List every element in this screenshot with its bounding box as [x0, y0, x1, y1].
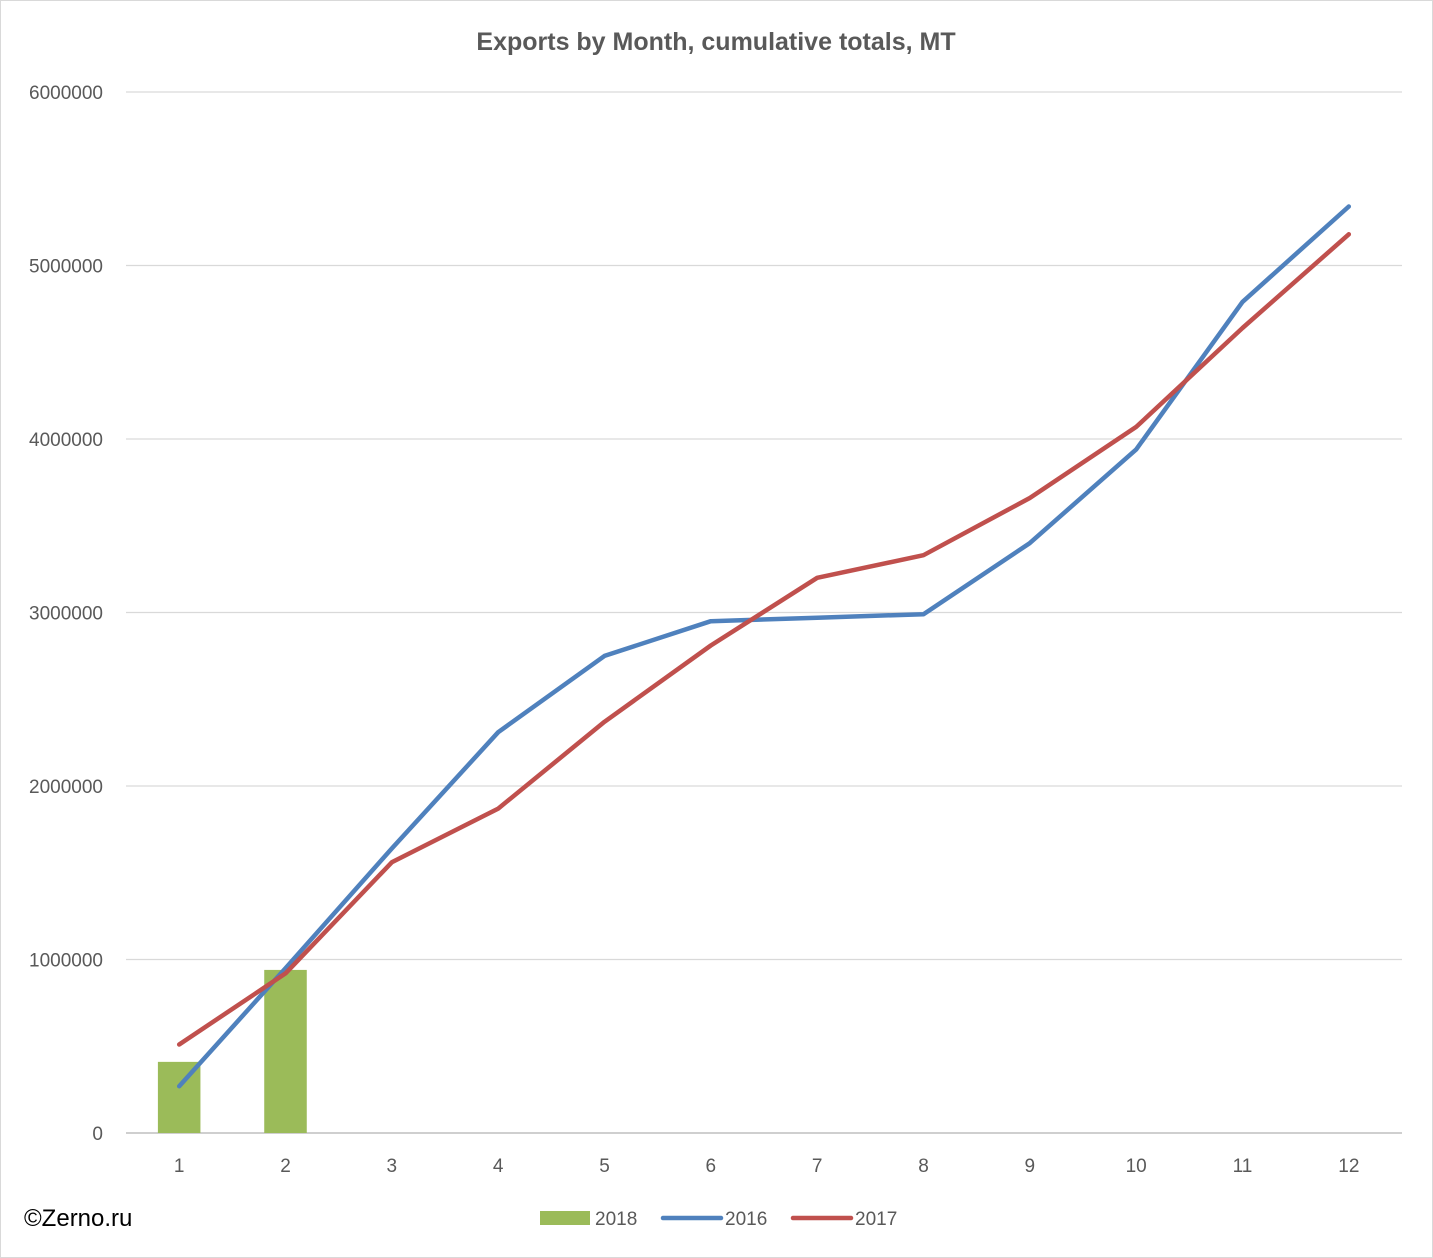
legend-swatch-2018 [540, 1211, 590, 1225]
x-tick-label: 11 [1233, 1156, 1253, 1177]
x-axis: 1 2 3 4 5 6 7 8 9 10 11 12 [126, 1132, 1402, 1177]
legend-item-2017: 2017 [790, 1209, 897, 1230]
y-tick-label: 4000000 [29, 430, 103, 451]
x-tick-label: 1 [174, 1156, 185, 1177]
y-tick-label: 2000000 [29, 777, 103, 798]
x-tick-label: 12 [1338, 1156, 1359, 1177]
y-tick-label: 0 [92, 1124, 103, 1145]
legend-label-2016: 2016 [725, 1209, 767, 1230]
x-tick-label: 5 [599, 1156, 610, 1177]
legend-label-2018: 2018 [595, 1209, 637, 1230]
legend-label-2017: 2017 [855, 1209, 897, 1230]
x-tick-label: 10 [1126, 1156, 1147, 1177]
x-tick-label: 4 [493, 1156, 504, 1177]
x-tick-label: 6 [706, 1156, 717, 1177]
y-axis: 0 1000000 2000000 3000000 4000000 5000000 6000… [29, 83, 103, 1145]
x-tick-label: 9 [1025, 1156, 1036, 1177]
legend-item-2016: 2016 [660, 1209, 767, 1230]
y-tick-label: 6000000 [29, 83, 103, 104]
series-line-2016 [176, 204, 1352, 1089]
watermark-text: ©Zerno.ru [24, 1205, 133, 1232]
legend: 2018 2016 2017 [540, 1209, 897, 1230]
x-tick-label: 3 [387, 1156, 398, 1177]
chart-title: Exports by Month, cumulative totals, MT [476, 28, 955, 56]
line-series-layer [176, 204, 1352, 1089]
bar-2018-2 [264, 969, 307, 1133]
legend-item-2018: 2018 [540, 1209, 637, 1230]
x-tick-label: 8 [918, 1156, 929, 1177]
x-tick-label: 2 [280, 1156, 291, 1177]
y-tick-label: 3000000 [29, 604, 103, 625]
y-tick-label: 5000000 [29, 257, 103, 278]
bar-series-layer [157, 969, 307, 1133]
gridlines [126, 91, 1402, 961]
y-tick-label: 1000000 [29, 951, 103, 972]
series-line-2017 [176, 232, 1352, 1047]
x-tick-label: 7 [812, 1156, 823, 1177]
